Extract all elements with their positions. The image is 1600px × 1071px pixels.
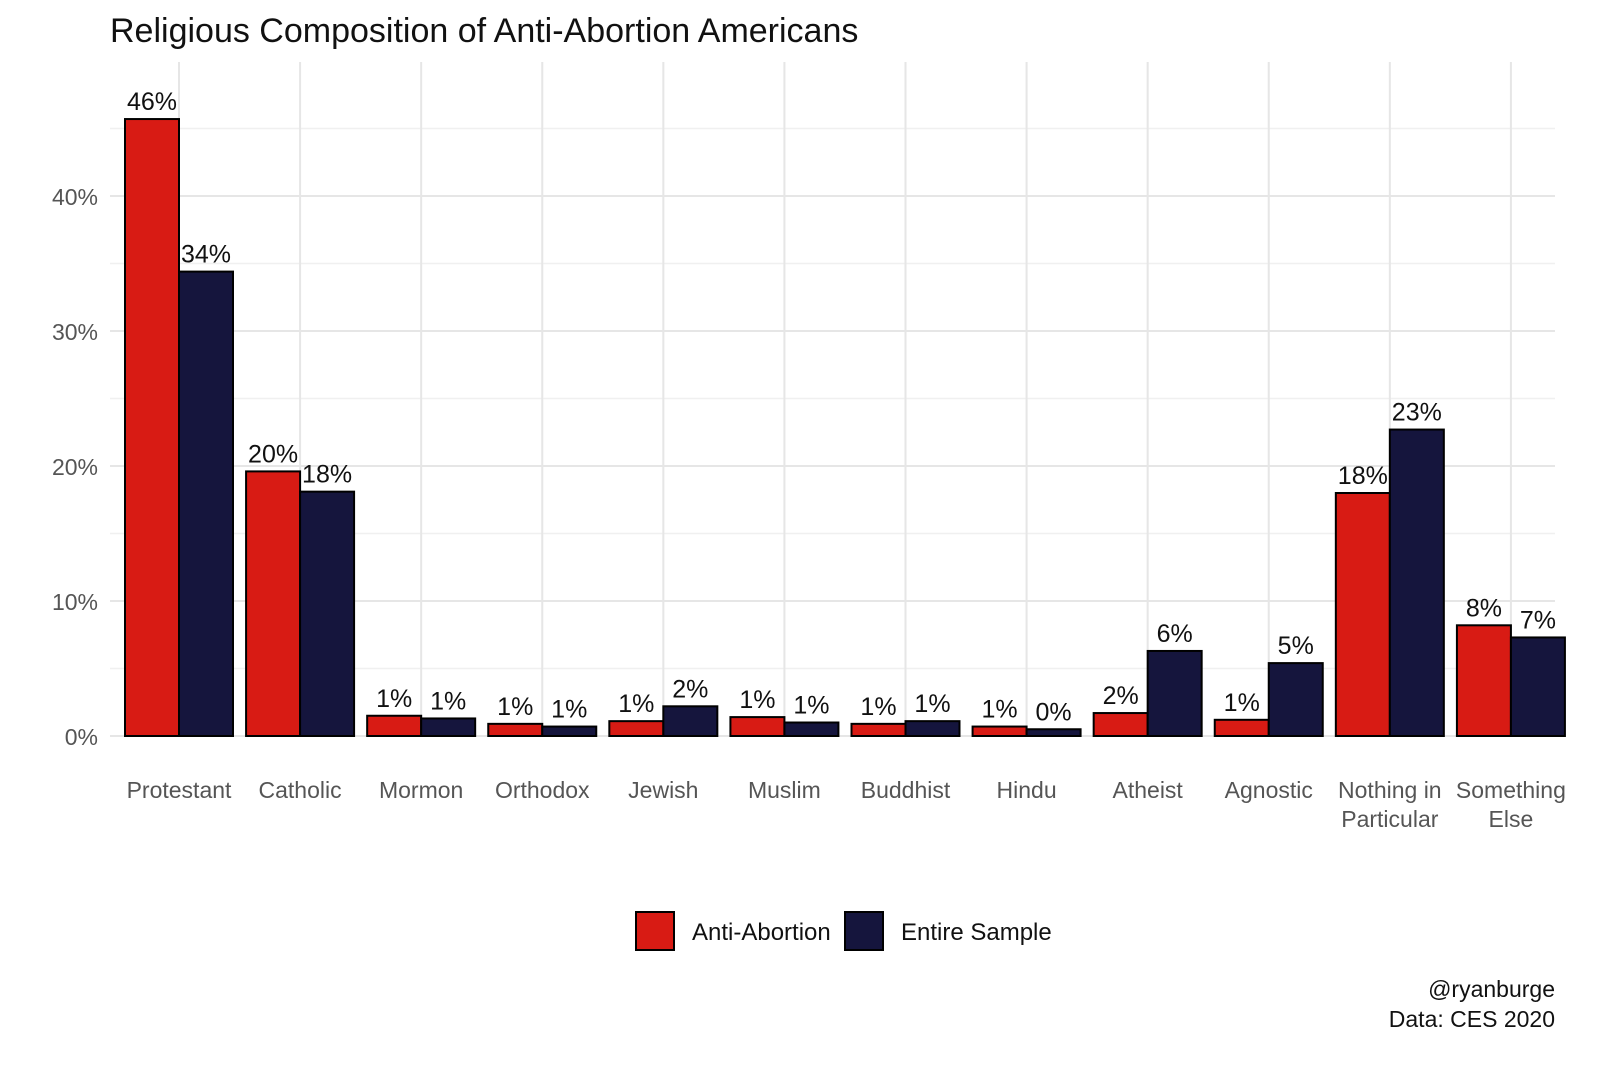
legend-label: Entire Sample — [901, 919, 1052, 946]
y-axis: 0% 10% 20% 30% 40% — [52, 184, 98, 750]
x-tick-label: Mormon — [379, 777, 463, 803]
x-tick-label: Catholic — [259, 777, 342, 803]
bar-entire-sample — [1509, 636, 1566, 738]
data-label: 1% — [497, 693, 533, 721]
data-label: 1% — [1224, 689, 1260, 717]
bar-entire-sample — [1267, 662, 1324, 737]
data-label: 1% — [551, 696, 587, 724]
x-tick-label-line: Hindu — [997, 777, 1057, 803]
x-tick-label: Agnostic — [1225, 777, 1313, 803]
bar-anti-abortion — [1455, 624, 1512, 737]
data-label: 8% — [1466, 594, 1502, 622]
x-tick-label-line: Buddhist — [861, 777, 951, 803]
x-tick-label-line: Particular — [1341, 806, 1438, 832]
data-label: 1% — [739, 686, 775, 714]
caption-line: @ryanburge — [1428, 976, 1555, 1002]
bar-anti-abortion — [1213, 718, 1270, 737]
bar-entire-sample — [1146, 649, 1203, 738]
x-tick-label-line: Something — [1456, 777, 1566, 803]
legend: Anti-Abortion Entire Sample — [635, 911, 1052, 951]
bar-anti-abortion — [729, 716, 786, 737]
x-tick-label: Nothing in Particular — [1338, 777, 1442, 832]
bar-anti-abortion — [124, 118, 180, 738]
bar-entire-sample — [662, 705, 719, 737]
data-label: 2% — [672, 675, 708, 703]
x-tick-label-line: Muslim — [748, 777, 821, 803]
data-label: 20% — [248, 440, 298, 468]
caption: @ryanburge Data: CES 2020 — [1389, 976, 1555, 1032]
x-tick-label: Protestant — [127, 777, 232, 803]
bar-entire-sample — [904, 720, 961, 738]
x-tick-label-line: Atheist — [1113, 777, 1184, 803]
data-label: 18% — [1338, 462, 1388, 490]
y-tick-label: 30% — [52, 319, 98, 345]
data-label: 2% — [1103, 682, 1139, 710]
data-label: 6% — [1157, 620, 1193, 648]
x-tick-label-line: Catholic — [259, 777, 342, 803]
data-label: 1% — [618, 690, 654, 718]
bar-entire-sample — [1025, 728, 1082, 737]
bars: 46% 20% 1% 1% 1% 1% 1% 1% 2% 1% 18% 8% 34% 18% 1% 1% 2% 1… — [124, 88, 1566, 738]
data-label: 0% — [1036, 698, 1072, 726]
data-label: 1% — [376, 685, 412, 713]
x-tick-label: Jewish — [628, 777, 698, 803]
x-tick-label-line: Protestant — [127, 777, 232, 803]
bar-anti-abortion — [245, 470, 302, 737]
x-axis: Protestant Catholic Mormon Orthodox Jewish Mu… — [127, 777, 1566, 832]
x-tick-label: Something Else — [1456, 777, 1566, 832]
bar-entire-sample — [783, 721, 840, 737]
bar-anti-abortion — [487, 722, 544, 737]
data-label: 34% — [181, 241, 231, 269]
legend-swatch — [635, 911, 675, 951]
bar-anti-abortion — [1334, 492, 1391, 737]
x-tick-label: Atheist — [1113, 777, 1184, 803]
bar-entire-sample — [299, 490, 356, 737]
bar-entire-sample — [1388, 428, 1445, 737]
bar-anti-abortion — [366, 714, 423, 737]
chart-title: Religious Composition of Anti-Abortion A… — [110, 12, 858, 50]
x-tick-label-line: Agnostic — [1225, 777, 1313, 803]
x-tick-label: Buddhist — [861, 777, 951, 803]
bar-entire-sample — [420, 717, 477, 738]
x-tick-label-line: Else — [1489, 806, 1534, 832]
data-label: 46% — [127, 88, 177, 116]
y-tick-label: 40% — [52, 184, 98, 210]
x-tick-label-line: Orthodox — [495, 777, 590, 803]
bar-entire-sample — [178, 270, 234, 737]
legend-swatch — [844, 911, 884, 951]
bar-anti-abortion — [850, 722, 907, 737]
data-label: 5% — [1278, 632, 1314, 660]
x-tick-label: Muslim — [748, 777, 821, 803]
data-label: 23% — [1392, 399, 1442, 427]
caption-line: Data: CES 2020 — [1389, 1006, 1555, 1032]
bar-anti-abortion — [971, 725, 1028, 737]
x-tick-label: Orthodox — [495, 777, 590, 803]
data-label: 1% — [860, 693, 896, 721]
legend-label: Anti-Abortion — [692, 919, 831, 946]
data-label: 1% — [430, 687, 466, 715]
bar-entire-sample — [541, 725, 598, 737]
x-tick-label-line: Jewish — [628, 777, 698, 803]
y-tick-label: 20% — [52, 454, 98, 480]
data-label: 7% — [1520, 606, 1556, 634]
data-label: 1% — [793, 692, 829, 720]
data-label: 1% — [914, 690, 950, 718]
y-tick-label: 0% — [65, 724, 98, 750]
x-tick-label-line: Nothing in — [1338, 777, 1442, 803]
x-tick-label: Hindu — [997, 777, 1057, 803]
bar-anti-abortion — [608, 720, 665, 738]
bar-anti-abortion — [1092, 712, 1149, 737]
data-label: 18% — [302, 461, 352, 489]
x-tick-label-line: Mormon — [379, 777, 463, 803]
data-label: 1% — [982, 696, 1018, 724]
y-tick-label: 10% — [52, 589, 98, 615]
